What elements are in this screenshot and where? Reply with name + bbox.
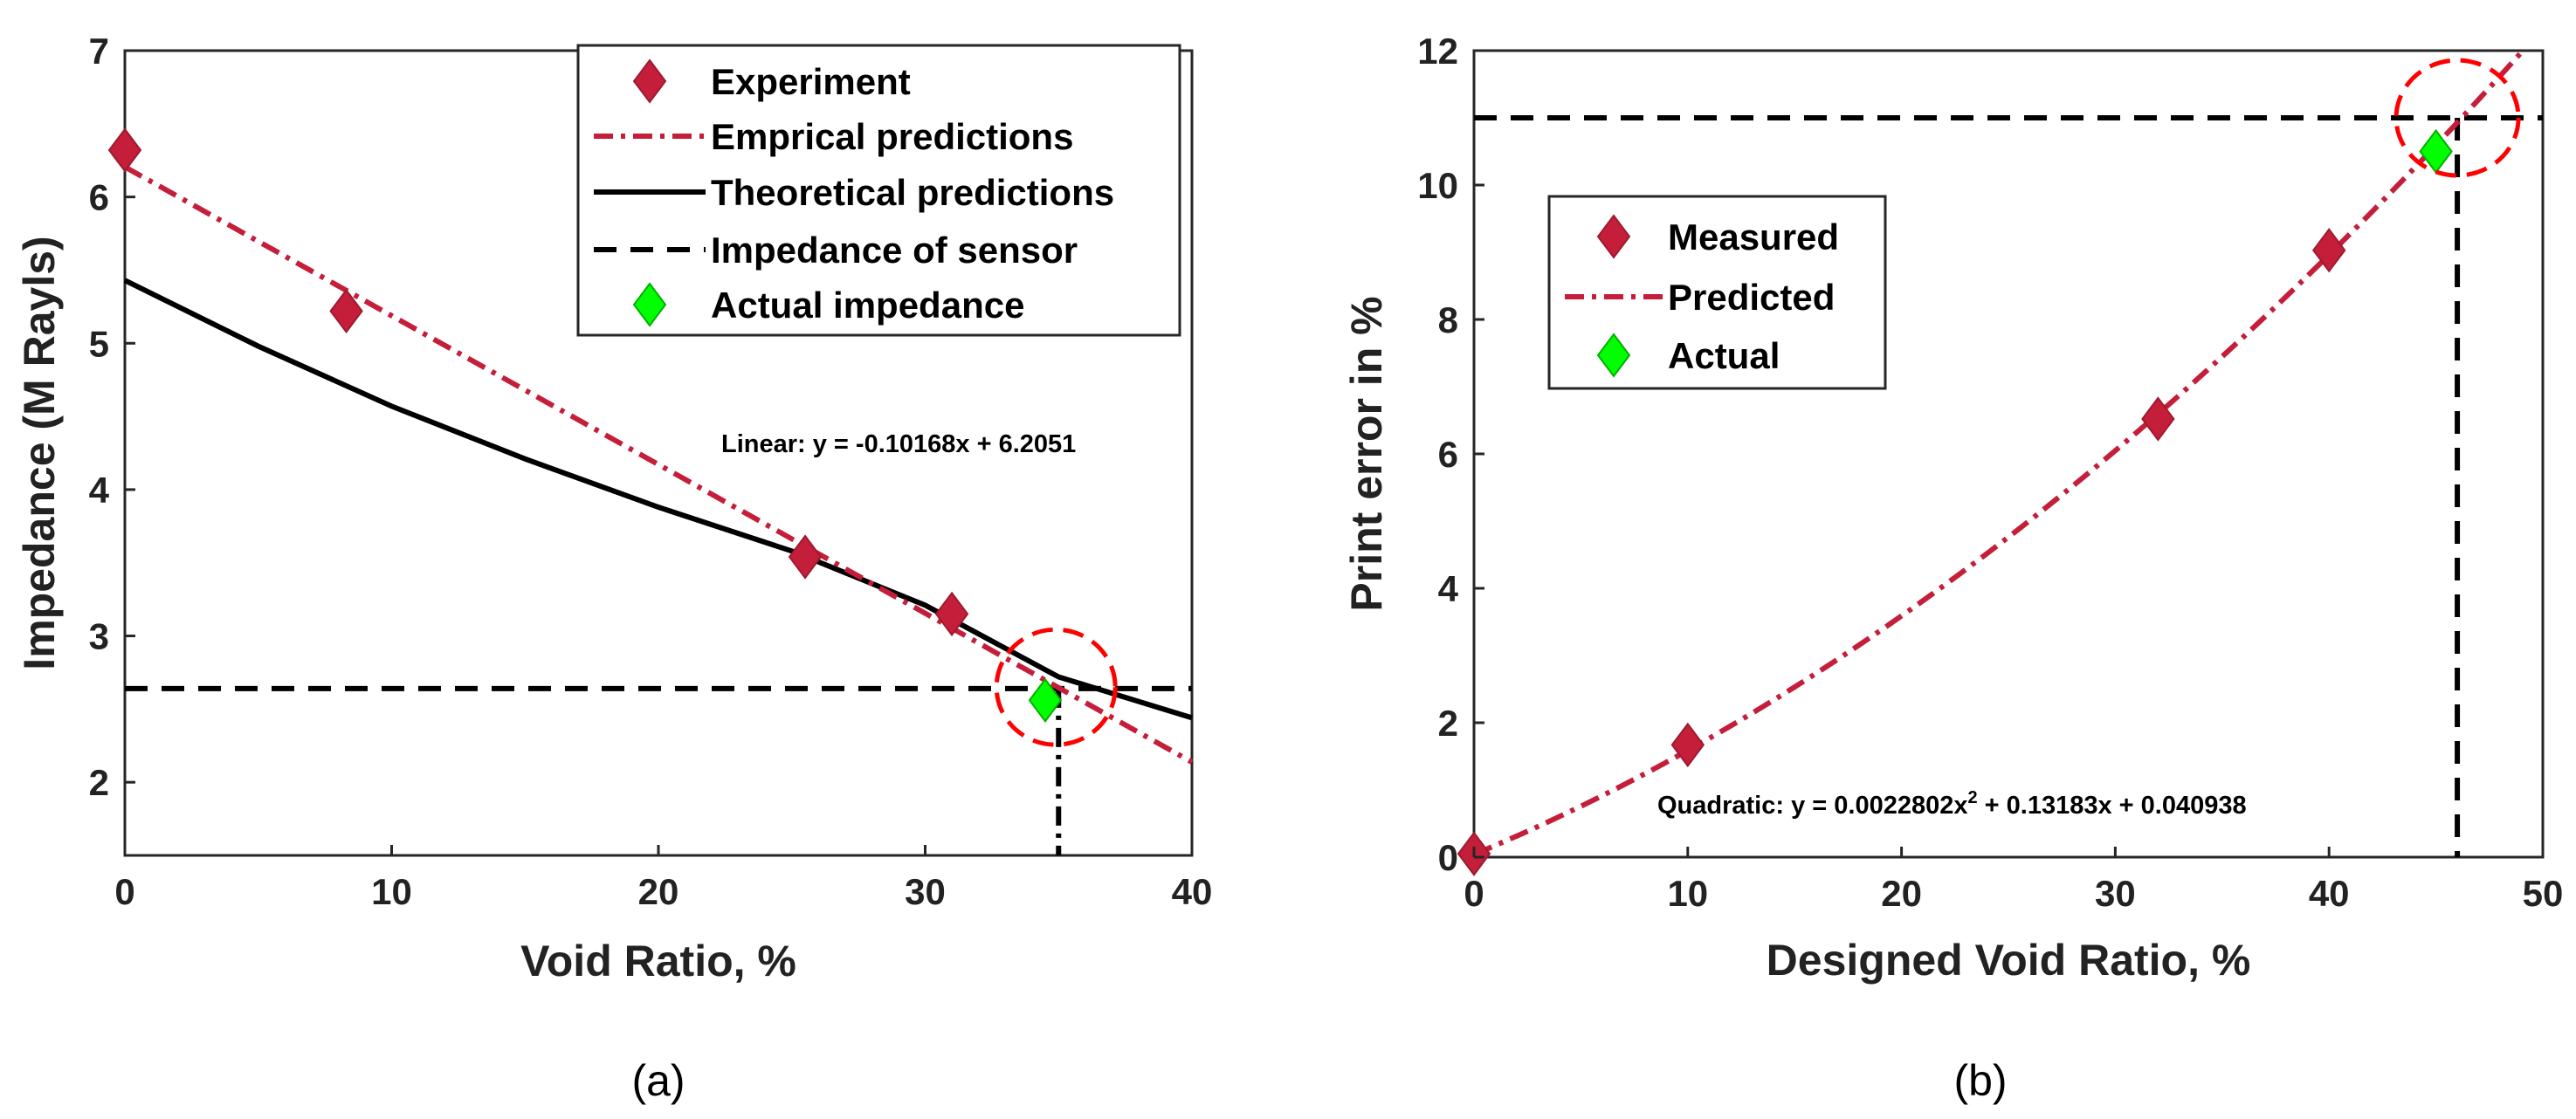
chart-b-x-tick-label: 50 [2523, 873, 2564, 914]
chart-a-legend-label: Emprical predictions [711, 116, 1073, 157]
chart-a-legend-actual-symbol [632, 282, 667, 327]
chart-b: 0 10 20 30 40 50 0 2 4 6 8 10 12 Designed Void Ratio… [1342, 31, 2563, 1105]
chart-b-measured-point [1670, 722, 1705, 768]
chart-a-x-axis-label: Void Ratio, % [520, 937, 796, 985]
chart-b-measured-point [2141, 396, 2175, 442]
chart-b-fit-annotation-prefix: Quadratic: y = 0.0022802x [1657, 792, 1967, 820]
chart-b-legend-label: Measured [1668, 216, 1839, 257]
chart-a: 0 10 20 30 40 2 3 4 5 6 7 Void Ratio, % Impedance … [15, 31, 1212, 1105]
chart-b-x-tick-label: 10 [1667, 873, 1708, 914]
chart-a-empirical-fit-line [123, 164, 1194, 765]
chart-a-y-tick-label: 2 [89, 762, 109, 803]
chart-a-x-tick-label: 0 [114, 871, 134, 912]
chart-b-fit-annotation-superscript: 2 [1967, 788, 1977, 807]
chart-b-y-tick-label: 6 [1438, 434, 1458, 475]
chart-a-fit-annotation: Linear: y = -0.10168x + 6.2051 [721, 430, 1076, 458]
chart-b-legend: Measured Predicted Actual [1547, 195, 1887, 390]
chart-a-legend-label: Impedance of sensor [711, 230, 1078, 271]
chart-b-legend-actual-symbol [1596, 333, 1631, 378]
chart-b-x-tick-label: 0 [1464, 873, 1484, 914]
chart-b-y-tick-label: 8 [1438, 299, 1458, 340]
chart-b-y-axis-label: Print error in % [1342, 296, 1391, 611]
chart-a-y-axis-label: Impedance (M Rayls) [15, 236, 64, 669]
chart-b-ticks: 0 10 20 30 40 50 0 2 4 6 8 10 12 [1417, 31, 2563, 914]
chart-a-highlight-circle [994, 627, 1118, 747]
chart-b-fit-annotation: Quadratic: y = 0.0022802x2 + 0.13183x + … [1657, 788, 2247, 820]
chart-a-legend-experiment-symbol [632, 58, 667, 104]
chart-a-experiment-point [329, 288, 363, 334]
chart-a-theoretical-curve [123, 278, 1193, 721]
chart-b-legend-label: Actual [1668, 335, 1780, 376]
chart-a-ticks: 0 10 20 30 40 2 3 4 5 6 7 [89, 31, 1213, 912]
chart-a-x-tick-label: 30 [905, 871, 946, 912]
chart-b-x-axis-label: Designed Void Ratio, % [1767, 936, 2251, 985]
chart-b-y-tick-label: 0 [1438, 837, 1458, 878]
chart-a-y-tick-label: 7 [89, 31, 109, 72]
chart-a-experiment-point [934, 591, 969, 637]
chart-a-x-tick-label: 40 [1172, 871, 1213, 912]
chart-b-predicted-curve [1472, 50, 2524, 857]
chart-b-x-tick-label: 20 [1881, 873, 1922, 914]
chart-a-x-tick-label: 20 [638, 871, 679, 912]
chart-b-plot-area [1457, 50, 2543, 876]
chart-b-y-tick-label: 4 [1438, 568, 1459, 609]
chart-a-experiment-point [107, 127, 142, 173]
chart-a-legend: Experiment Emprical predictions Theoretica… [576, 44, 1181, 337]
chart-a-legend-label: Experiment [711, 61, 911, 102]
chart-b-x-tick-label: 30 [2095, 873, 2136, 914]
chart-a-actual-point [1028, 677, 1063, 723]
chart-a-plot-area [107, 127, 1194, 855]
chart-b-x-tick-label: 40 [2309, 873, 2350, 914]
chart-a-legend-label: Actual impedance [711, 285, 1024, 326]
chart-a-y-tick-label: 5 [89, 323, 109, 364]
chart-a-experiment-point [788, 534, 823, 580]
chart-b-highlight-circle [2393, 58, 2521, 178]
chart-a-caption: (a) [631, 1056, 685, 1105]
chart-b-legend-measured-symbol [1596, 214, 1631, 259]
chart-b-measured-point [2311, 228, 2346, 273]
chart-b-fit-annotation-suffix: + 0.13183x + 0.040938 [1978, 792, 2247, 820]
chart-a-x-tick-label: 10 [371, 871, 412, 912]
chart-b-y-tick-label: 2 [1438, 703, 1458, 744]
chart-b-legend-label: Predicted [1668, 277, 1835, 318]
chart-b-caption: (b) [1953, 1056, 2007, 1105]
chart-a-y-tick-label: 4 [89, 470, 110, 511]
chart-b-axes-frame [1472, 49, 2545, 859]
chart-a-legend-label: Theoretical predictions [711, 172, 1114, 213]
chart-a-y-tick-label: 6 [89, 177, 109, 218]
chart-b-y-tick-label: 10 [1417, 165, 1458, 206]
chart-a-y-tick-label: 3 [89, 616, 109, 657]
chart-b-y-tick-label: 12 [1417, 31, 1458, 72]
